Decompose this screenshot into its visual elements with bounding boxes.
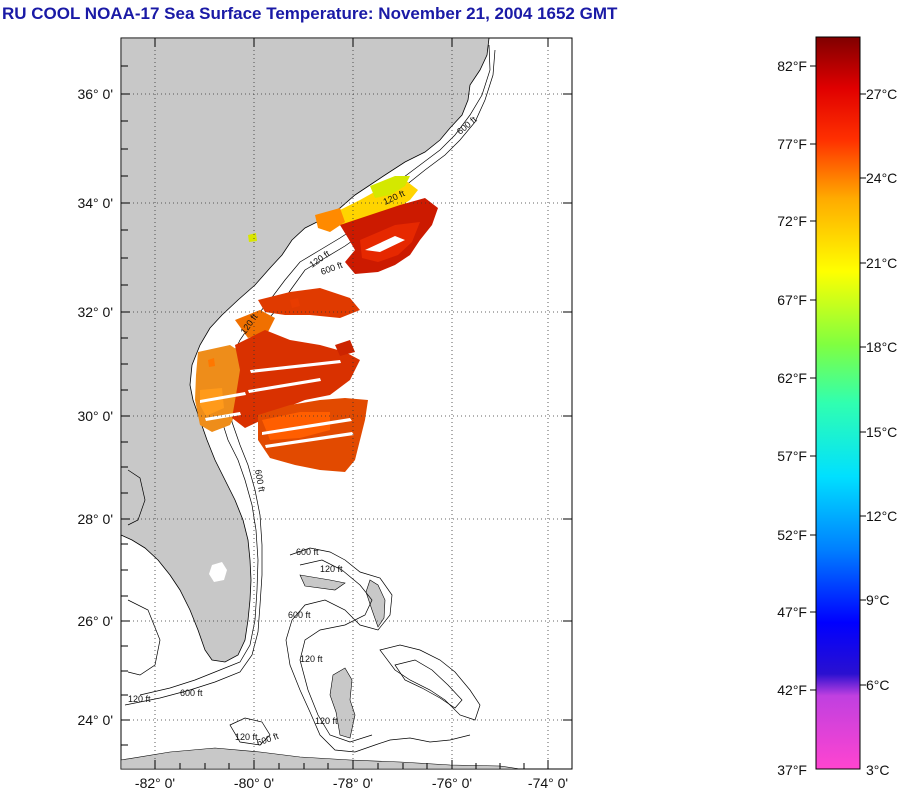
lake-okeechobee [209,562,227,582]
sst-data-patches [195,176,438,472]
lon-label: -76° 0' [432,775,472,791]
colorbar-c-label: 21°C [866,255,897,271]
colorbar-celsius-labels: 27°C 24°C 21°C 18°C 15°C 12°C 9°C 6°C 3°… [866,86,897,778]
colorbar-c-label: 3°C [866,762,890,778]
contour-label: 600 ft [288,610,311,620]
colorbar-f-label: 62°F [777,370,807,386]
colorbar-f-label: 57°F [777,448,807,464]
page-title: RU COOL NOAA-17 Sea Surface Temperature:… [2,4,618,23]
land-us-east-coast [120,37,490,663]
contour-label: 600 ft [253,469,267,493]
land-cuba [120,747,521,770]
contour-label: 600 ft [180,688,203,698]
colorbar-c-label: 27°C [866,86,897,102]
bathymetry-contours [124,44,496,753]
colorbar-f-label: 52°F [777,527,807,543]
land-bahamas-grand [299,574,346,591]
colorbar-f-label: 82°F [777,58,807,74]
land-bahamas-abaco [365,579,386,628]
lat-label: 34° 0' [77,195,113,211]
colorbar [815,36,861,770]
colorbar-f-label: 47°F [777,604,807,620]
colorbar-f-label: 77°F [777,136,807,152]
contour-label: 120 ft [235,732,258,742]
lat-label: 24° 0' [77,712,113,728]
contour-label: 120 ft [128,694,151,704]
colorbar-c-label: 18°C [866,339,897,355]
land-bahamas-andros [329,667,356,739]
colorbar-c-label: 15°C [866,424,897,440]
colorbar-f-label: 67°F [777,292,807,308]
map-ticks [121,38,572,769]
colorbar-c-label: 24°C [866,170,897,186]
lon-label: -82° 0' [135,775,175,791]
contour-label: 120 ft [315,716,338,726]
lat-label: 36° 0' [77,86,113,102]
lon-label: -78° 0' [333,775,373,791]
contour-label: 120 ft [300,654,323,664]
lon-label: -80° 0' [234,775,274,791]
longitude-labels: -82° 0' -80° 0' -78° 0' -76° 0' -74° 0' [135,775,568,791]
colorbar-ticks [810,65,866,691]
colorbar-f-label: 37°F [777,762,807,778]
contour-label: 120 ft [320,564,343,574]
colorbar-c-label: 9°C [866,592,890,608]
lat-label: 30° 0' [77,408,113,424]
lat-label: 32° 0' [77,304,113,320]
colorbar-f-label: 42°F [777,682,807,698]
colorbar-f-label: 72°F [777,213,807,229]
lon-label: -74° 0' [528,775,568,791]
contour-label: 600 ft [296,547,319,557]
latitude-labels: 36° 0' 34° 0' 32° 0' 30° 0' 28° 0' 26° 0… [77,86,113,728]
colorbar-fahrenheit-labels: 82°F 77°F 72°F 67°F 62°F 57°F 52°F 47°F … [777,58,807,778]
colorbar-c-label: 6°C [866,677,890,693]
lat-label: 26° 0' [77,613,113,629]
lat-label: 28° 0' [77,511,113,527]
colorbar-c-label: 12°C [866,508,897,524]
